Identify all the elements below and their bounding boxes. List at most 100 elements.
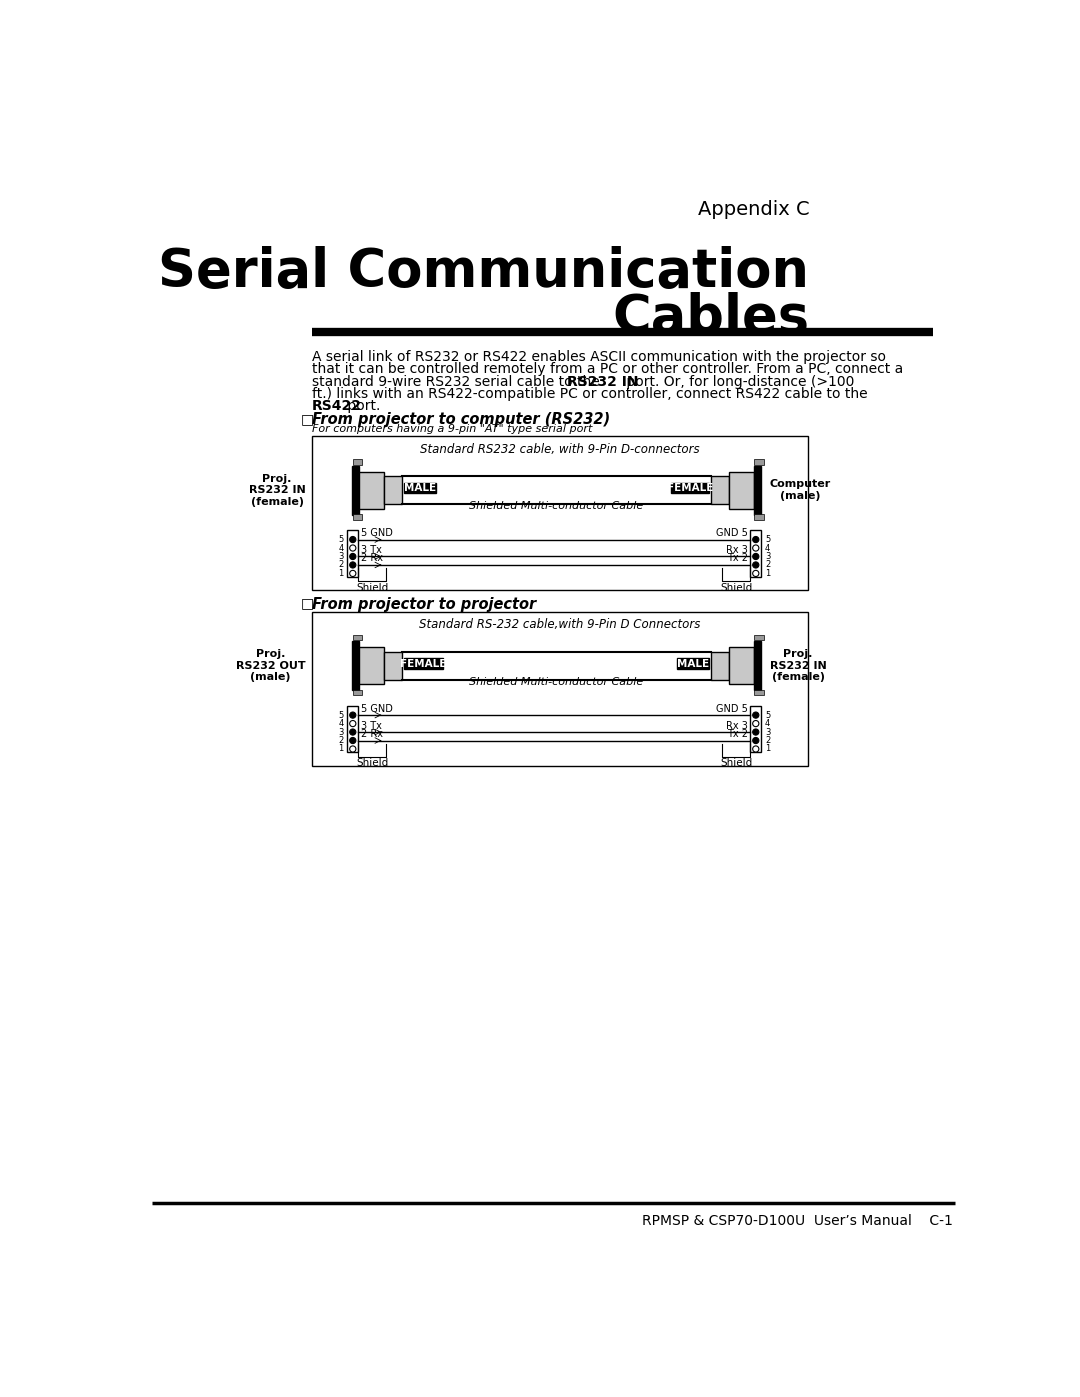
Bar — [754, 465, 761, 515]
Text: For computers having a 9-pin "AT" type serial port: For computers having a 9-pin "AT" type s… — [312, 425, 592, 434]
Text: 5: 5 — [338, 711, 343, 719]
Text: 5: 5 — [338, 535, 343, 543]
Text: ft.) links with an RS422-compatible PC or controller, connect RS422 cable to the: ft.) links with an RS422-compatible PC o… — [312, 387, 867, 401]
Text: 2: 2 — [765, 736, 770, 745]
Circle shape — [753, 553, 759, 560]
Bar — [754, 690, 764, 696]
Text: Tx 2: Tx 2 — [727, 553, 748, 563]
Text: port. Or, for long-distance (>100: port. Or, for long-distance (>100 — [622, 374, 854, 388]
Text: GND 5: GND 5 — [716, 704, 748, 714]
Bar — [359, 647, 383, 685]
Text: 4: 4 — [765, 543, 770, 553]
Text: MALE: MALE — [404, 483, 436, 493]
Bar — [754, 636, 764, 640]
Text: FEMALE: FEMALE — [400, 658, 446, 669]
Text: Rx 3: Rx 3 — [726, 721, 748, 731]
Circle shape — [753, 545, 759, 550]
Text: 2 Rx: 2 Rx — [361, 553, 382, 563]
Circle shape — [753, 536, 759, 542]
Text: 1: 1 — [765, 745, 770, 753]
Text: 4: 4 — [338, 719, 343, 728]
Text: Computer
(male): Computer (male) — [770, 479, 831, 502]
Bar — [359, 472, 383, 509]
Bar — [352, 465, 359, 515]
Text: □: □ — [301, 412, 314, 426]
Bar — [353, 690, 362, 696]
Bar — [729, 472, 754, 509]
Bar — [353, 636, 362, 640]
Text: Standard RS232 cable, with 9-Pin D-connectors: Standard RS232 cable, with 9-Pin D-conne… — [420, 443, 700, 455]
Circle shape — [350, 536, 356, 542]
Text: 3 Tx: 3 Tx — [361, 545, 381, 555]
Bar — [754, 641, 761, 690]
Text: 5 GND: 5 GND — [361, 528, 392, 538]
Bar — [348, 705, 359, 752]
Text: Shield: Shield — [720, 583, 753, 592]
Circle shape — [350, 570, 356, 577]
Circle shape — [753, 562, 759, 569]
Bar — [729, 647, 754, 685]
Text: MALE: MALE — [677, 658, 710, 669]
Bar — [353, 460, 362, 465]
Text: Cables: Cables — [612, 292, 809, 345]
Text: 3: 3 — [765, 728, 770, 736]
Text: Rx 3: Rx 3 — [726, 545, 748, 555]
Text: 1: 1 — [765, 569, 770, 578]
Text: □: □ — [301, 597, 314, 610]
Bar — [404, 658, 443, 669]
Bar — [754, 460, 764, 465]
Text: 3 Tx: 3 Tx — [361, 721, 381, 731]
Text: Shield: Shield — [720, 759, 753, 768]
Text: Proj.
RS232 IN
(female): Proj. RS232 IN (female) — [770, 650, 826, 682]
Circle shape — [350, 545, 356, 550]
Text: Shielded Multi-conductor Cable: Shielded Multi-conductor Cable — [470, 502, 644, 511]
Text: From projector to projector: From projector to projector — [312, 597, 536, 612]
Circle shape — [350, 721, 356, 726]
Text: RPMSP & CSP70-D100U  User’s Manual    C-1: RPMSP & CSP70-D100U User’s Manual C-1 — [642, 1214, 953, 1228]
Bar — [711, 476, 729, 504]
Text: GND 5: GND 5 — [716, 528, 748, 538]
Text: RS422: RS422 — [312, 400, 362, 414]
Text: 5: 5 — [765, 535, 770, 543]
Text: that it can be controlled remotely from a PC or other controller. From a PC, con: that it can be controlled remotely from … — [312, 362, 903, 376]
Text: Shield: Shield — [356, 583, 389, 592]
Circle shape — [350, 562, 356, 569]
Text: 3: 3 — [338, 728, 343, 736]
Text: 5: 5 — [765, 711, 770, 719]
Text: Tx 2: Tx 2 — [727, 729, 748, 739]
Text: Proj.
RS232 OUT
(male): Proj. RS232 OUT (male) — [235, 650, 306, 682]
Text: Proj.
RS232 IN
(female): Proj. RS232 IN (female) — [248, 474, 306, 507]
Circle shape — [753, 746, 759, 752]
Text: 5 GND: 5 GND — [361, 704, 392, 714]
Circle shape — [350, 712, 356, 718]
Bar — [404, 482, 436, 493]
Circle shape — [350, 746, 356, 752]
Text: 3: 3 — [338, 552, 343, 562]
Bar — [751, 705, 761, 752]
Text: 2 Rx: 2 Rx — [361, 729, 382, 739]
Text: Serial Communication: Serial Communication — [159, 246, 809, 298]
Text: 1: 1 — [338, 569, 343, 578]
Circle shape — [753, 729, 759, 735]
Bar — [312, 612, 808, 766]
Bar — [383, 652, 403, 680]
Bar — [383, 476, 403, 504]
Bar — [677, 658, 710, 669]
Circle shape — [350, 553, 356, 560]
Bar — [754, 514, 764, 520]
Bar — [671, 482, 710, 493]
Bar — [353, 514, 362, 520]
Text: standard 9-wire RS232 serial cable to the: standard 9-wire RS232 serial cable to th… — [312, 374, 604, 388]
Text: 4: 4 — [338, 543, 343, 553]
Text: From projector to computer (RS232): From projector to computer (RS232) — [312, 412, 610, 426]
Circle shape — [753, 721, 759, 726]
Text: 4: 4 — [765, 719, 770, 728]
Text: Shield: Shield — [356, 759, 389, 768]
Circle shape — [753, 712, 759, 718]
Text: 2: 2 — [765, 560, 770, 570]
Circle shape — [753, 570, 759, 577]
Text: 2: 2 — [338, 560, 343, 570]
Circle shape — [350, 738, 356, 743]
Bar — [312, 436, 808, 591]
Text: FEMALE: FEMALE — [666, 483, 713, 493]
